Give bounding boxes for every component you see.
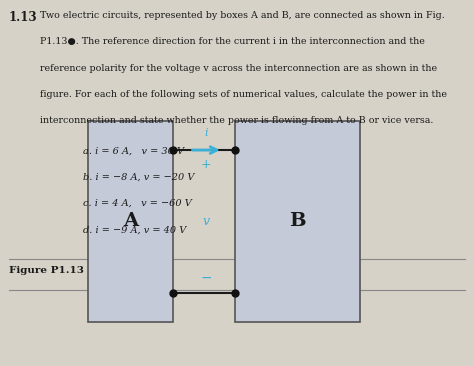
Text: figure. For each of the following sets of numerical values, calculate the power : figure. For each of the following sets o… (40, 90, 447, 99)
Text: 1.13: 1.13 (9, 11, 37, 24)
Text: v: v (202, 215, 210, 228)
Text: a. i = 6 A,   v = 30 V: a. i = 6 A, v = 30 V (83, 146, 184, 156)
Text: i: i (204, 128, 208, 138)
Text: P1.13●. The reference direction for the current i in the interconnection and the: P1.13●. The reference direction for the … (40, 37, 425, 46)
Text: d. i = −9 A, v = 40 V: d. i = −9 A, v = 40 V (83, 225, 186, 235)
Text: c. i = 4 A,   v = −60 V: c. i = 4 A, v = −60 V (83, 199, 191, 208)
Text: +: + (201, 158, 211, 171)
Text: interconnection and state whether the power is flowing from A to B or vice versa: interconnection and state whether the po… (40, 116, 434, 126)
Text: reference polarity for the voltage v across the interconnection are as shown in : reference polarity for the voltage v acr… (40, 64, 438, 73)
Text: b. i = −8 A, v = −20 V: b. i = −8 A, v = −20 V (83, 173, 194, 182)
Text: Two electric circuits, represented by boxes A and B, are connected as shown in F: Two electric circuits, represented by bo… (40, 11, 445, 20)
Text: Figure P1.13: Figure P1.13 (9, 266, 83, 276)
Text: −: − (201, 271, 212, 285)
Text: A: A (123, 212, 138, 231)
Bar (235, 121, 360, 322)
Text: B: B (289, 212, 306, 231)
Bar (88, 121, 173, 322)
